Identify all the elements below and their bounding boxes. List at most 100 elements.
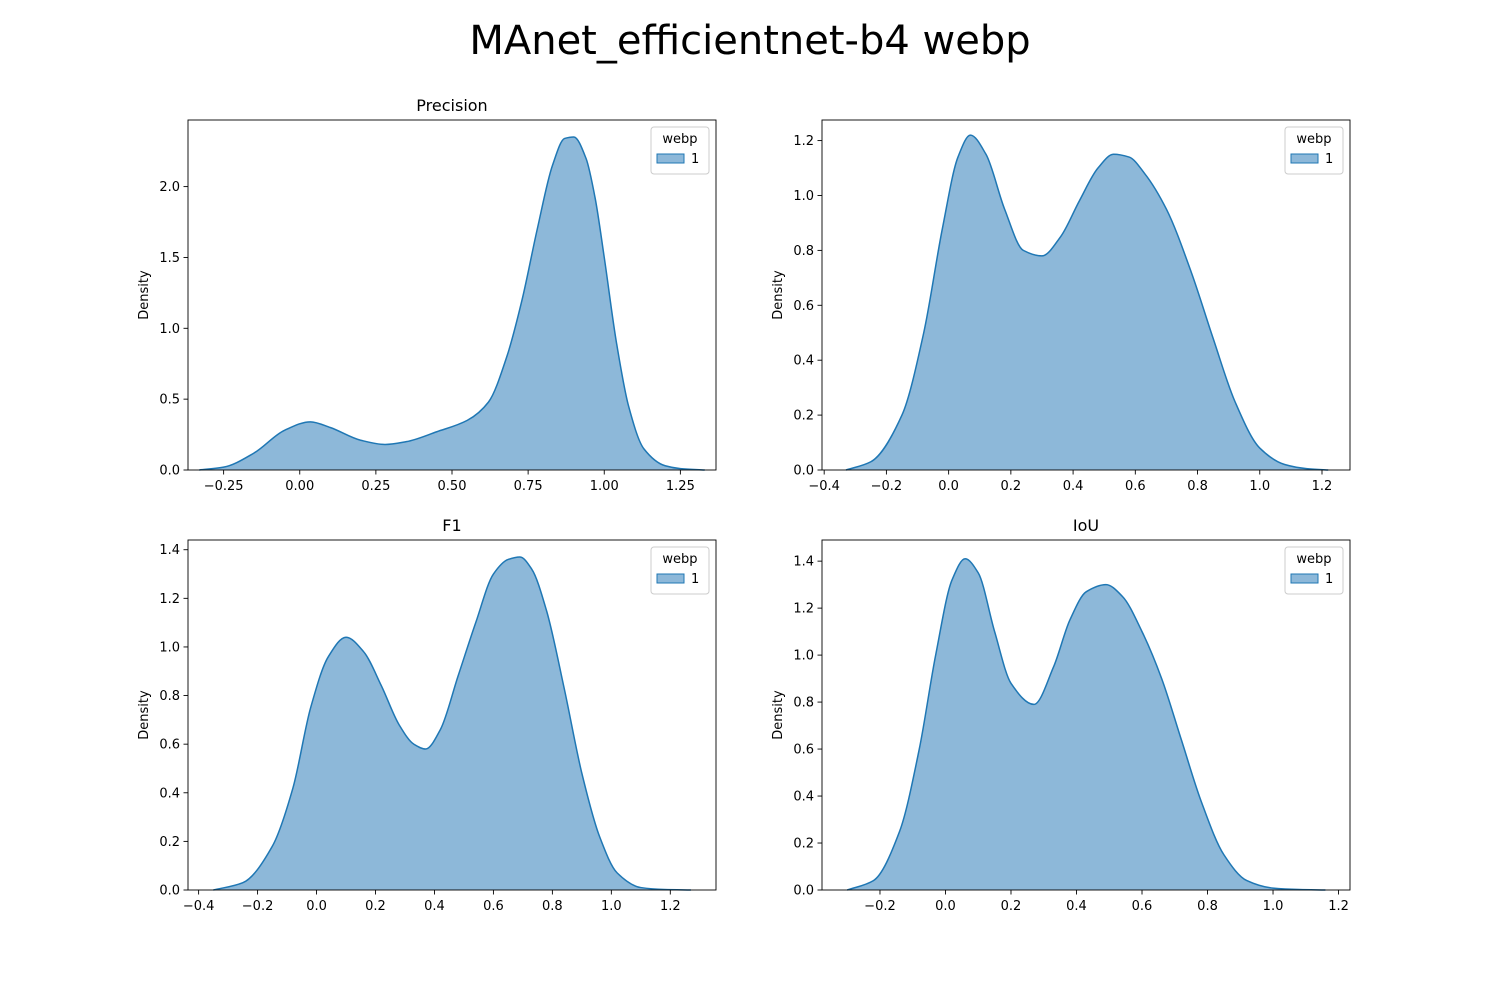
subplots: −0.25 0.00 0.25 0.50 0.75 1.00 1.25 0.0 0.5 1.0 1.… xyxy=(137,96,1351,914)
density-line-series-1 xyxy=(845,134,1329,471)
y-tick-label: 0.6 xyxy=(793,743,814,758)
axes-frame xyxy=(187,539,717,891)
x-tick-label: 0.2 xyxy=(1001,899,1022,914)
x-tick-label: 0.6 xyxy=(1132,899,1153,914)
x-tick-label: 0.8 xyxy=(542,899,563,914)
x-tick-label: 0.2 xyxy=(365,899,386,914)
y-axis-label: Density xyxy=(137,270,152,320)
y-tick-label: 1.0 xyxy=(159,640,180,655)
y-tick-label: 2.0 xyxy=(159,180,180,195)
subplot-title: F1 xyxy=(442,516,461,535)
x-tick-label: 0.0 xyxy=(306,899,327,914)
x-tick-label: 0.2 xyxy=(1001,479,1022,494)
x-tick-label: 0.50 xyxy=(438,479,467,494)
x-tick-label: 0.8 xyxy=(1187,479,1208,494)
y-tick-label: 0.6 xyxy=(793,299,814,314)
y-tick-label: 0.2 xyxy=(793,837,814,852)
y-tick-label: 0.4 xyxy=(159,786,180,801)
y-tick-label: 0.0 xyxy=(793,464,814,479)
x-tick-label: 0.0 xyxy=(938,479,959,494)
x-tick-label: 0.4 xyxy=(1066,899,1087,914)
axes-frame xyxy=(187,119,717,471)
x-tick-label: 1.0 xyxy=(1263,899,1284,914)
x-tick-label: 0.8 xyxy=(1197,899,1218,914)
y-tick-label: 0.0 xyxy=(793,884,814,899)
x-tick-label: 1.0 xyxy=(1249,479,1270,494)
y-tick-label: 0.5 xyxy=(159,393,180,408)
legend: webp 1 xyxy=(650,546,710,595)
x-tick-label: 1.2 xyxy=(1328,899,1349,914)
legend: webp 1 xyxy=(650,126,710,175)
y-tick-label: 1.0 xyxy=(159,322,180,337)
x-tick-label: 1.0 xyxy=(601,899,622,914)
x-tick-label: −0.25 xyxy=(204,479,244,494)
legend-swatch xyxy=(656,153,685,164)
legend-swatch xyxy=(1290,153,1319,164)
y-tick-label: 1.0 xyxy=(793,649,814,664)
y-tick-label: 0.8 xyxy=(793,244,814,259)
x-tick-label: 1.2 xyxy=(660,899,681,914)
y-tick-label: 0.8 xyxy=(793,696,814,711)
x-tick-label: −0.2 xyxy=(864,899,896,914)
x-tick-label: 0.4 xyxy=(424,899,445,914)
x-tick-label: 1.25 xyxy=(666,479,695,494)
y-tick-label: 0.4 xyxy=(793,790,814,805)
legend-title: webp xyxy=(662,132,697,147)
x-tick-label: 0.6 xyxy=(483,899,504,914)
density-line-series-1 xyxy=(846,558,1326,891)
legend-title: webp xyxy=(1296,132,1331,147)
legend-entry-label: 1 xyxy=(691,152,699,167)
legend: webp 1 xyxy=(1284,126,1344,175)
axes-frame xyxy=(821,119,1351,471)
y-tick-label: 1.4 xyxy=(793,555,814,570)
density-area-series-1 xyxy=(213,557,691,890)
x-tick-label: 0.0 xyxy=(935,899,956,914)
x-tick-label: 1.2 xyxy=(1312,479,1333,494)
y-tick-label: 1.2 xyxy=(159,592,180,607)
x-tick-label: −0.4 xyxy=(808,479,840,494)
x-tick-label: 0.4 xyxy=(1063,479,1084,494)
y-tick-label: 1.0 xyxy=(793,189,814,204)
legend-entry-label: 1 xyxy=(1325,572,1333,587)
subplot-1: −0.25 0.00 0.25 0.50 0.75 1.00 1.25 0.0 0.5 1.0 1.… xyxy=(137,96,717,494)
y-tick-label: 1.2 xyxy=(793,602,814,617)
density-area-series-1 xyxy=(847,558,1326,890)
density-line-series-1 xyxy=(199,136,705,471)
x-tick-label: −0.2 xyxy=(242,899,274,914)
density-area-series-1 xyxy=(845,135,1329,470)
y-tick-label: 1.2 xyxy=(793,134,814,149)
legend-title: webp xyxy=(662,552,697,567)
x-tick-label: 0.00 xyxy=(285,479,314,494)
legend-entry-label: 1 xyxy=(691,572,699,587)
y-tick-label: 0.8 xyxy=(159,689,180,704)
legend-swatch xyxy=(656,573,685,584)
y-axis-label: Density xyxy=(771,270,786,320)
subplot-4: −0.2 0.0 0.2 0.4 0.6 0.8 1.0 1.2 0.0 0.2 0.4 0.6 0.8… xyxy=(771,516,1351,914)
x-tick-label: −0.4 xyxy=(183,899,215,914)
subplot-2: −0.4 −0.2 0.0 0.2 0.4 0.6 0.8 1.0 1.2 0.0 0.2 0.4 0.… xyxy=(771,119,1351,494)
legend-swatch xyxy=(1290,573,1319,584)
subplot-title: IoU xyxy=(1073,516,1099,535)
legend-entry-label: 1 xyxy=(1325,152,1333,167)
legend: webp 1 xyxy=(1284,546,1344,595)
y-tick-label: 0.6 xyxy=(159,738,180,753)
y-tick-label: 1.5 xyxy=(159,251,180,266)
density-line-series-1 xyxy=(213,556,691,891)
y-tick-label: 0.0 xyxy=(159,464,180,479)
density-area-series-1 xyxy=(199,137,705,470)
subplot-3: −0.4 −0.2 0.0 0.2 0.4 0.6 0.8 1.0 1.2 0.0 0.2 0.4 0.… xyxy=(137,516,717,914)
subplot-title: Precision xyxy=(416,96,487,115)
axes-frame xyxy=(821,539,1351,891)
y-tick-label: 1.4 xyxy=(159,543,180,558)
y-tick-label: 0.0 xyxy=(159,884,180,899)
x-tick-label: −0.2 xyxy=(871,479,903,494)
x-tick-label: 1.00 xyxy=(590,479,619,494)
y-tick-label: 0.4 xyxy=(793,354,814,369)
y-tick-label: 0.2 xyxy=(159,835,180,850)
x-tick-label: 0.25 xyxy=(361,479,390,494)
y-axis-label: Density xyxy=(771,690,786,740)
figure-title: MAnet_efficientnet-b4 webp xyxy=(469,18,1030,64)
y-axis-label: Density xyxy=(137,690,152,740)
x-tick-label: 0.6 xyxy=(1125,479,1146,494)
